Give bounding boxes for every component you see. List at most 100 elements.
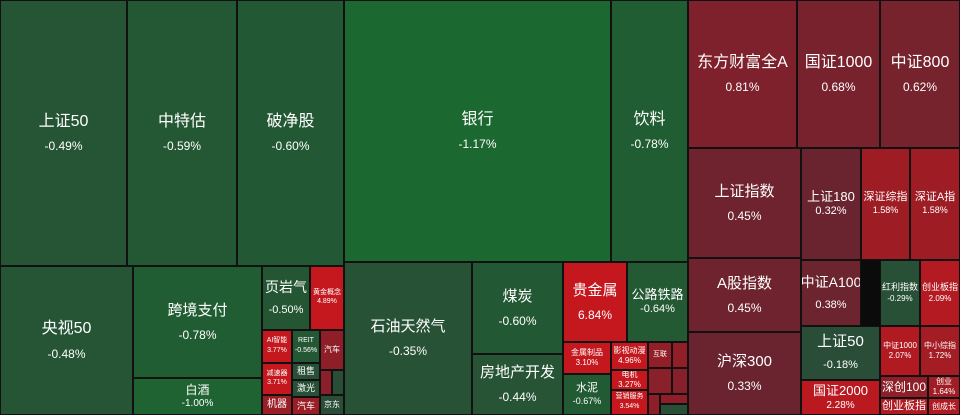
treemap-tile[interactable]: 创业 1.64% bbox=[928, 376, 960, 398]
treemap-tile[interactable] bbox=[648, 368, 672, 394]
tile-name: 国证1000 bbox=[804, 53, 873, 71]
tile-change: 1.58% bbox=[922, 205, 948, 216]
tile-change: -1.00% bbox=[181, 397, 214, 409]
tile-change: 0.81% bbox=[725, 80, 760, 95]
tile-name: 饮料 bbox=[633, 110, 666, 128]
treemap-tile[interactable]: 白酒 -1.00% bbox=[133, 378, 262, 415]
tile-change: 3.54% bbox=[619, 402, 640, 410]
tile-change: 6.84% bbox=[577, 307, 613, 322]
tile-change: 2.28% bbox=[826, 399, 855, 411]
tile-name: 互联 bbox=[653, 350, 667, 358]
treemap-tile[interactable]: 页岩气 -0.50% bbox=[262, 266, 310, 330]
treemap-tile[interactable]: 互联 bbox=[648, 342, 672, 368]
tile-name: 创成长 bbox=[932, 401, 956, 411]
tile-name: 贵金属 bbox=[572, 281, 618, 299]
tile-name: 央视50 bbox=[41, 320, 92, 338]
tile-name: 煤炭 bbox=[502, 287, 533, 305]
treemap-tile[interactable]: 煤炭 -0.60% bbox=[472, 262, 563, 354]
tile-change: -0.18% bbox=[823, 359, 858, 372]
tile-change: 2.07% bbox=[888, 351, 912, 361]
tile-change: 1.64% bbox=[932, 387, 956, 397]
tile-name: 营销服务 bbox=[615, 393, 644, 401]
tile-name: 创业板指 bbox=[921, 282, 958, 293]
treemap-tile[interactable]: REIT -0.56% bbox=[292, 330, 320, 363]
treemap-tile[interactable]: 营销服务 3.54% bbox=[611, 390, 648, 415]
treemap-tile[interactable]: 跨境支付 -0.78% bbox=[133, 266, 262, 378]
treemap-tile[interactable]: 影视动漫 4.96% bbox=[611, 342, 648, 370]
tile-change: 0.32% bbox=[815, 205, 847, 218]
treemap-tile[interactable] bbox=[660, 404, 688, 415]
treemap-tile[interactable]: 上证50 -0.18% bbox=[801, 326, 880, 380]
tile-change: -0.44% bbox=[498, 390, 537, 404]
treemap-tile[interactable]: 创成长 bbox=[928, 398, 960, 415]
treemap-tile[interactable]: 租售 bbox=[292, 363, 320, 380]
treemap-tile[interactable]: 汽车 bbox=[292, 397, 320, 415]
tile-change: 4.89% bbox=[317, 298, 337, 306]
tile-name: 国证2000 bbox=[813, 382, 868, 398]
treemap-tile[interactable]: 石油天然气 -0.35% bbox=[344, 262, 472, 415]
treemap-tile[interactable]: 水泥 -0.67% bbox=[563, 374, 611, 415]
tile-name: 深证综指 bbox=[863, 191, 908, 204]
treemap-tile[interactable]: 上证180 0.32% bbox=[801, 148, 861, 260]
treemap-tile[interactable]: 深创100 bbox=[880, 376, 928, 398]
tile-change: -0.50% bbox=[268, 303, 304, 316]
treemap-tile[interactable]: 金属制品 3.10% bbox=[563, 342, 611, 374]
treemap-tile[interactable]: 国证2000 2.28% bbox=[801, 380, 880, 415]
tile-change: 3.10% bbox=[575, 358, 599, 368]
tile-change: 2.09% bbox=[928, 293, 952, 303]
treemap-tile[interactable]: 深证综指 1.58% bbox=[861, 148, 910, 260]
tile-name: 石油天然气 bbox=[370, 318, 446, 335]
treemap-tile[interactable]: 机器 bbox=[262, 395, 292, 415]
tile-name: 房地产开发 bbox=[479, 364, 555, 381]
tile-change: -0.49% bbox=[44, 139, 83, 154]
tile-change: 1.58% bbox=[872, 205, 899, 216]
treemap-tile[interactable]: 减速器 3.71% bbox=[262, 363, 292, 395]
treemap-tile[interactable]: 上证50 -0.49% bbox=[0, 0, 127, 266]
tile-change: 3.71% bbox=[267, 379, 287, 387]
treemap-tile[interactable] bbox=[672, 342, 688, 368]
treemap-tile[interactable]: A股指数 0.45% bbox=[688, 258, 801, 332]
treemap-tile[interactable]: 国证1000 0.68% bbox=[797, 0, 880, 148]
tile-name: 白酒 bbox=[185, 382, 210, 397]
tile-name: 上证180 bbox=[807, 188, 855, 204]
tile-change: -0.56% bbox=[294, 346, 318, 354]
treemap-tile[interactable]: 央视50 -0.48% bbox=[0, 266, 133, 415]
treemap-tile[interactable]: 中证A100 0.38% bbox=[801, 260, 861, 326]
treemap-tile[interactable]: 沪深300 0.33% bbox=[688, 332, 801, 415]
treemap-tile[interactable]: 中特估 -0.59% bbox=[127, 0, 237, 266]
tile-change: -0.59% bbox=[162, 139, 202, 154]
tile-name: 机器 bbox=[267, 399, 287, 410]
treemap-tile[interactable] bbox=[672, 368, 688, 394]
treemap-tile[interactable]: 东方财富全A 0.81% bbox=[688, 0, 797, 148]
tile-change: -0.78% bbox=[630, 137, 669, 152]
treemap-tile[interactable]: 汽车 bbox=[320, 330, 344, 370]
treemap-tile[interactable]: 深证A指 1.58% bbox=[910, 148, 960, 260]
treemap-tile[interactable]: 激光 bbox=[292, 380, 320, 397]
treemap-tile[interactable]: 红利指数 -0.29% bbox=[880, 260, 920, 326]
treemap-tile[interactable]: 电机 3.27% bbox=[611, 370, 648, 390]
tile-name: 沪深300 bbox=[716, 353, 773, 370]
tile-change: -0.35% bbox=[388, 344, 428, 358]
treemap-tile[interactable] bbox=[320, 370, 332, 395]
treemap-tile[interactable]: 中小综指 1.72% bbox=[920, 326, 960, 376]
treemap-tile[interactable]: AI智能 3.77% bbox=[262, 330, 292, 363]
tile-name: 租售 bbox=[296, 366, 315, 377]
treemap-tile[interactable]: 黄金概念 4.89% bbox=[310, 266, 344, 330]
treemap-tile[interactable]: 上证指数 0.45% bbox=[688, 148, 801, 258]
treemap-tile[interactable]: 贵金属 6.84% bbox=[563, 262, 627, 342]
treemap-tile[interactable]: 京东 bbox=[320, 395, 344, 415]
treemap-tile[interactable]: 创业板指 2.09% bbox=[920, 260, 960, 326]
treemap-tile[interactable]: 房地产开发 -0.44% bbox=[472, 354, 563, 415]
treemap-tile[interactable] bbox=[660, 394, 688, 404]
treemap-tile[interactable]: 中证1000 2.07% bbox=[880, 326, 920, 376]
tile-name: 深证A指 bbox=[914, 191, 956, 204]
treemap-tile[interactable]: 破净股 -0.60% bbox=[237, 0, 344, 266]
treemap-tile[interactable] bbox=[648, 394, 660, 415]
treemap-tile[interactable] bbox=[332, 370, 344, 395]
tile-name: 减速器 bbox=[266, 369, 288, 377]
treemap-tile[interactable]: 中证800 0.62% bbox=[880, 0, 960, 148]
treemap-tile[interactable]: 公路铁路 -0.64% bbox=[627, 262, 688, 342]
treemap-tile[interactable]: 银行 -1.17% bbox=[344, 0, 611, 262]
treemap-tile[interactable]: 创业板指 bbox=[880, 398, 928, 415]
treemap-tile[interactable]: 饮料 -0.78% bbox=[611, 0, 688, 262]
